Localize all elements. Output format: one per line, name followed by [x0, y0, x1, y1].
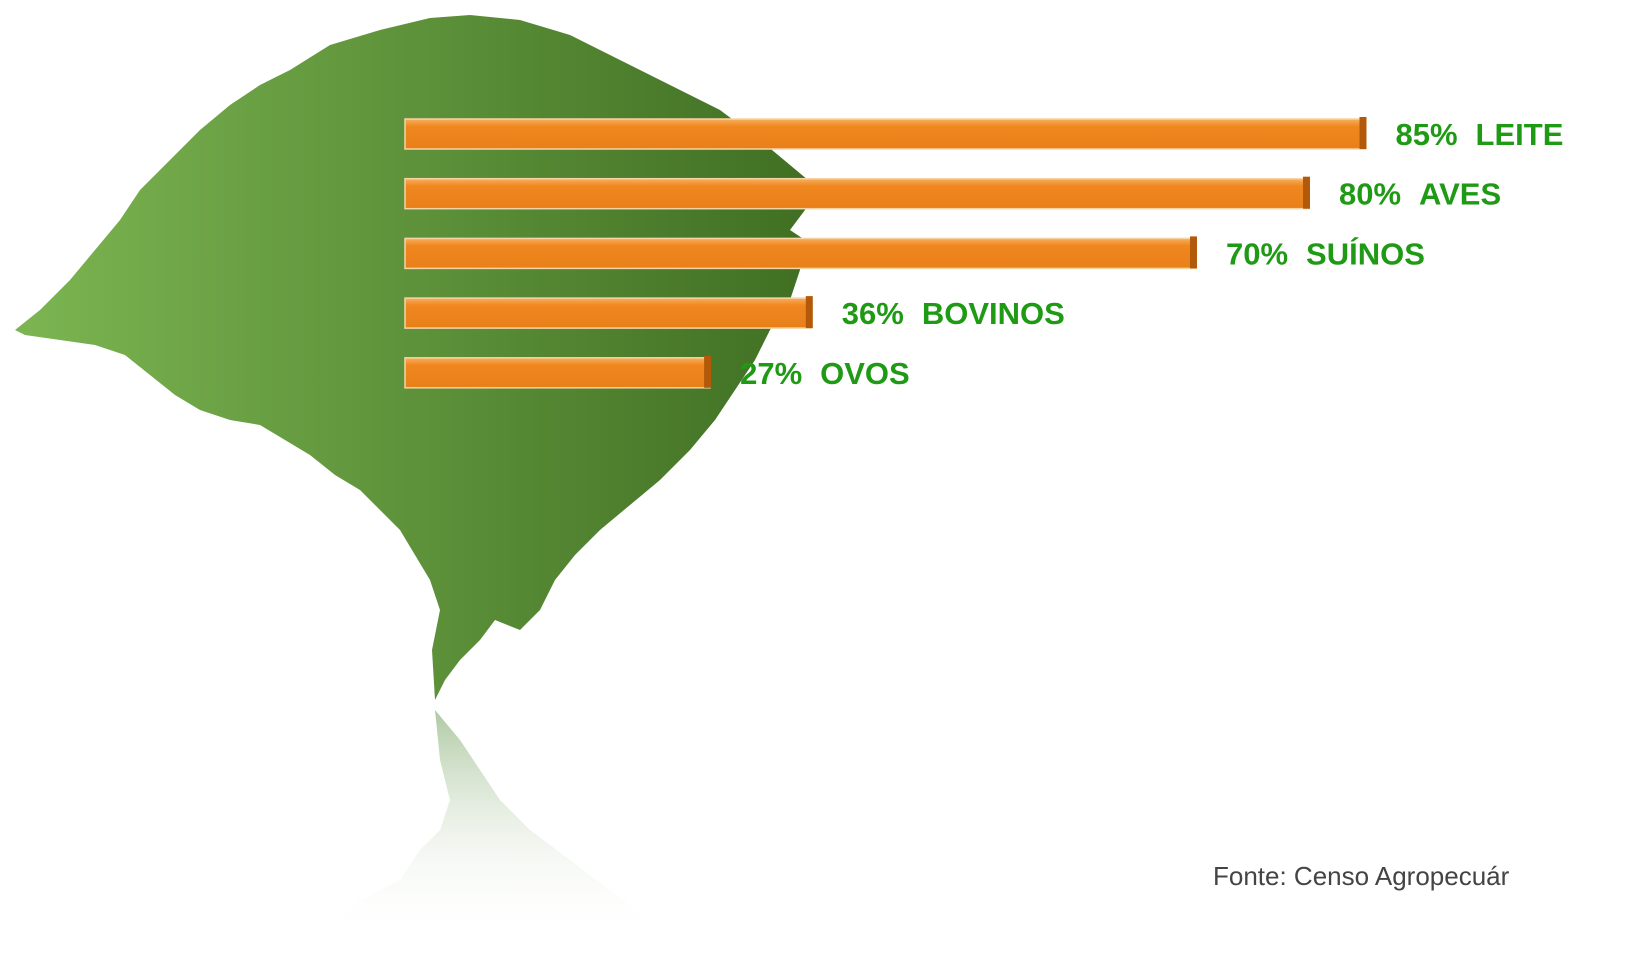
bar-label: 85% LEITE — [1396, 117, 1564, 152]
bar-cap — [1359, 117, 1367, 149]
source-note: Fonte: Censo Agropecuár — [1213, 861, 1510, 891]
bar-cap — [805, 296, 813, 329]
category-label: AVES — [1419, 177, 1501, 212]
category-label: LEITE — [1476, 117, 1564, 152]
value-label: 80% — [1339, 177, 1401, 212]
bar-label: 27% OVOS — [740, 356, 910, 391]
bar-cap — [704, 355, 712, 388]
bar — [404, 177, 1310, 210]
bar — [404, 297, 813, 329]
bar — [404, 237, 1197, 270]
value-label: 27% — [740, 356, 802, 391]
value-label: 85% — [1396, 117, 1458, 152]
bar-cap — [1303, 176, 1310, 209]
bar-label: 80% AVES — [1339, 177, 1501, 212]
bar — [404, 357, 711, 389]
category-label: OVOS — [820, 356, 910, 391]
bar-cap — [1190, 236, 1197, 269]
map-reflection — [340, 710, 665, 940]
category-label: BOVINOS — [922, 296, 1065, 331]
value-label: 36% — [842, 296, 904, 331]
bar-label: 70% SUÍNOS — [1226, 237, 1425, 272]
category-label: SUÍNOS — [1306, 237, 1425, 272]
value-label: 70% — [1226, 237, 1288, 272]
bar-label: 36% BOVINOS — [842, 296, 1065, 331]
bar — [404, 118, 1367, 150]
